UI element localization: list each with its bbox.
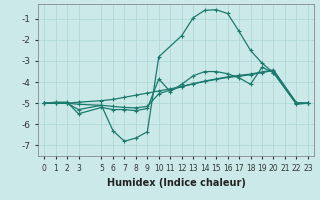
X-axis label: Humidex (Indice chaleur): Humidex (Indice chaleur) xyxy=(107,178,245,188)
